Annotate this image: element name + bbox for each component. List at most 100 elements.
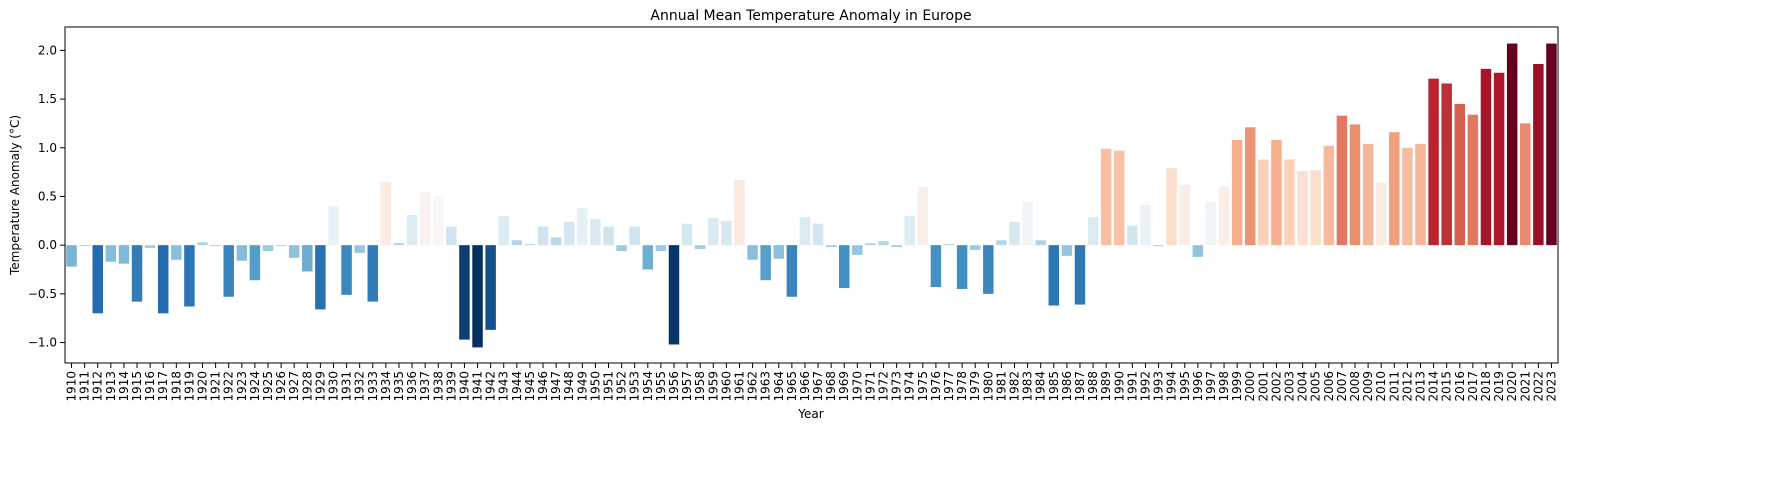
x-tick-label: 1940 xyxy=(457,371,471,402)
x-tick-label: 1996 xyxy=(1191,371,1205,402)
bar xyxy=(288,245,300,258)
bar xyxy=(210,245,221,247)
x-tick-label: 1966 xyxy=(798,371,812,402)
bar xyxy=(904,215,915,246)
bar xyxy=(1009,221,1020,246)
x-tick-label: 1983 xyxy=(1021,371,1035,402)
bar xyxy=(236,245,248,261)
x-tick-label: 1917 xyxy=(156,371,170,402)
x-tick-label: 1965 xyxy=(785,371,799,402)
y-axis-label: Temperature Anomaly (°C) xyxy=(8,115,22,276)
bar xyxy=(249,245,261,281)
bar xyxy=(1323,145,1335,246)
x-tick-label: 1936 xyxy=(405,371,419,402)
bar xyxy=(79,245,90,247)
bar xyxy=(367,245,379,302)
x-tick-label: 2017 xyxy=(1466,371,1480,402)
x-tick-label: 1977 xyxy=(942,371,956,402)
bar xyxy=(1192,245,1204,257)
x-tick-label: 1958 xyxy=(693,371,707,402)
x-tick-label: 1968 xyxy=(824,371,838,402)
x-tick-label: 2000 xyxy=(1243,371,1257,402)
x-tick-label: 1926 xyxy=(274,371,288,402)
bar xyxy=(1035,240,1046,246)
x-tick-label: 1921 xyxy=(209,371,223,402)
x-tick-label: 1975 xyxy=(916,371,930,402)
x-tick-label: 1923 xyxy=(235,371,249,402)
x-tick-label: 1945 xyxy=(523,371,537,402)
x-tick-label: 2006 xyxy=(1322,371,1336,402)
x-tick-label: 1988 xyxy=(1086,371,1100,402)
bar xyxy=(118,245,130,264)
x-tick-label: 1978 xyxy=(955,371,969,402)
bar xyxy=(550,237,562,246)
bar xyxy=(969,245,981,251)
bar xyxy=(1362,143,1374,246)
bar xyxy=(603,226,614,246)
bar xyxy=(1428,78,1439,246)
bar xyxy=(1520,123,1531,246)
x-tick-label: 1971 xyxy=(863,371,877,402)
x-tick-label: 1949 xyxy=(575,371,589,402)
x-tick-label: 2003 xyxy=(1283,371,1297,402)
bar xyxy=(681,223,693,246)
bar xyxy=(302,245,313,272)
bar xyxy=(184,245,195,307)
bar xyxy=(956,245,968,289)
bar xyxy=(708,217,719,246)
x-tick-label: 2001 xyxy=(1256,371,1270,402)
x-tick-label: 1999 xyxy=(1230,371,1244,402)
x-tick-label: 1943 xyxy=(497,371,511,402)
bar xyxy=(485,245,496,330)
x-tick-label: 1919 xyxy=(182,371,196,402)
x-tick-label: 1962 xyxy=(746,371,760,402)
x-tick-label: 1929 xyxy=(313,371,327,402)
bar xyxy=(144,245,156,249)
x-tick-label: 2004 xyxy=(1296,371,1310,402)
x-tick-label: 1990 xyxy=(1112,371,1126,402)
bar xyxy=(668,245,680,345)
x-tick-label: 2020 xyxy=(1505,371,1519,402)
bar xyxy=(1336,115,1348,246)
x-tick-label: 1954 xyxy=(641,371,655,402)
bar xyxy=(852,245,863,255)
bar xyxy=(721,220,732,246)
bar xyxy=(891,245,902,248)
x-tick-label: 1933 xyxy=(366,371,380,402)
bar xyxy=(524,244,536,246)
x-tick-label: 1979 xyxy=(968,371,982,402)
bar xyxy=(1166,168,1177,246)
bar xyxy=(1297,171,1308,246)
bar xyxy=(197,242,208,246)
x-tick-label: 2019 xyxy=(1492,371,1506,402)
chart-title: Annual Mean Temperature Anomaly in Europ… xyxy=(650,8,971,24)
x-tick-label: 1993 xyxy=(1152,371,1166,402)
x-tick-label: 2011 xyxy=(1387,371,1401,402)
bar xyxy=(1546,43,1557,246)
bar xyxy=(1441,83,1452,246)
bar xyxy=(799,216,811,246)
x-tick-label: 1927 xyxy=(287,371,301,402)
bar xyxy=(577,208,588,246)
bar xyxy=(1231,139,1243,246)
bar xyxy=(341,245,352,295)
bar xyxy=(433,196,444,246)
x-tick-label: 2008 xyxy=(1348,371,1362,402)
x-tick-label: 1916 xyxy=(143,371,157,402)
bar xyxy=(1048,245,1060,306)
bar xyxy=(1389,132,1400,246)
bar xyxy=(773,245,784,259)
bar xyxy=(1205,201,1217,246)
bar xyxy=(1061,245,1073,256)
x-tick-label: 2002 xyxy=(1269,371,1283,402)
x-tick-label: 1961 xyxy=(732,371,746,402)
bar xyxy=(315,245,326,310)
bar xyxy=(1153,245,1164,247)
x-tick-label: 1924 xyxy=(248,371,262,402)
bar xyxy=(629,226,640,246)
x-tick-label: 1930 xyxy=(326,371,340,402)
x-tick-label: 1928 xyxy=(300,371,314,402)
bar xyxy=(655,245,667,251)
x-tick-label: 1920 xyxy=(196,371,210,402)
x-tick-label: 1956 xyxy=(667,371,681,402)
